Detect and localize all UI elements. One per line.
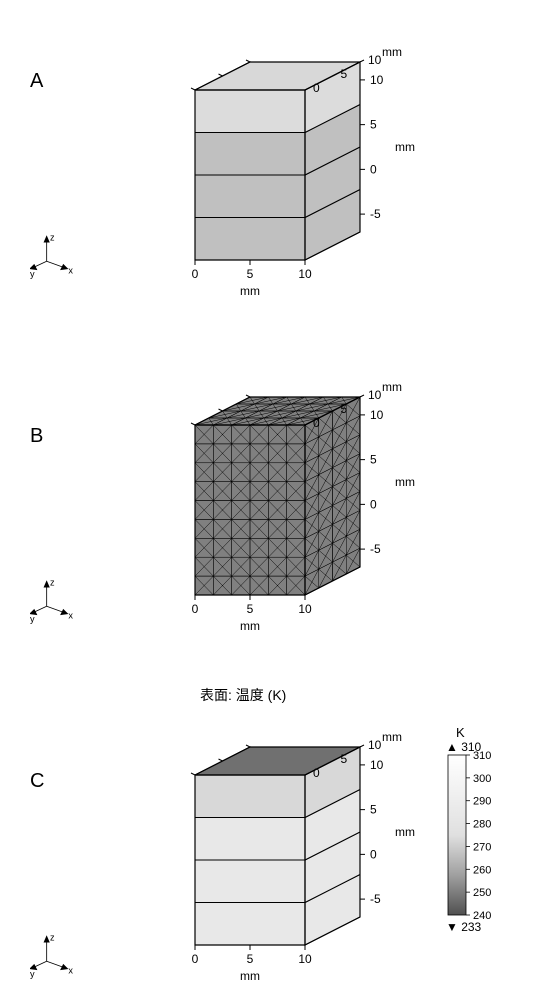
- svg-text:260: 260: [473, 864, 491, 876]
- svg-text:0: 0: [370, 847, 377, 861]
- axis-x-label: x: [68, 611, 73, 621]
- axis-indicator-a: z x y: [30, 230, 80, 280]
- svg-text:0: 0: [313, 416, 320, 430]
- svg-text:mm: mm: [395, 825, 415, 839]
- svg-text:5: 5: [247, 602, 254, 616]
- svg-text:280: 280: [473, 819, 491, 831]
- panel-a-label: A: [30, 70, 43, 93]
- svg-text:5: 5: [247, 267, 254, 281]
- axis-y-label: y: [30, 614, 35, 624]
- svg-text:0: 0: [370, 162, 377, 176]
- svg-text:10: 10: [370, 758, 384, 772]
- svg-text:0: 0: [192, 602, 199, 616]
- box-b: 0510mm0510mm-50510mm: [150, 360, 450, 650]
- colorbar: K▲ 310310300290280270260250240▼ 233: [438, 725, 528, 955]
- svg-text:10: 10: [370, 73, 384, 87]
- svg-text:mm: mm: [395, 475, 415, 489]
- svg-text:5: 5: [247, 952, 254, 966]
- svg-text:mm: mm: [240, 969, 260, 983]
- axis-z-label: z: [50, 577, 55, 587]
- svg-text:10: 10: [298, 267, 312, 281]
- svg-text:5: 5: [341, 752, 348, 766]
- svg-text:mm: mm: [240, 619, 260, 633]
- axis-indicator-c: z x y: [30, 930, 80, 980]
- svg-text:10: 10: [370, 408, 384, 422]
- svg-text:290: 290: [473, 796, 491, 808]
- box-a: 0510mm0510mm-50510mm: [150, 25, 450, 315]
- svg-text:-5: -5: [370, 542, 381, 556]
- axis-z-label: z: [50, 232, 55, 242]
- svg-text:mm: mm: [382, 380, 402, 394]
- panel-b-label: B: [30, 425, 43, 448]
- axis-y-label: y: [30, 969, 35, 979]
- axis-indicator-b: z x y: [30, 575, 80, 625]
- svg-text:10: 10: [368, 53, 382, 67]
- panel-c-label: C: [30, 770, 44, 793]
- axis-x-label: x: [68, 966, 73, 976]
- axis-y-label: y: [30, 269, 35, 279]
- svg-text:5: 5: [370, 118, 377, 132]
- svg-text:0: 0: [370, 497, 377, 511]
- svg-text:250: 250: [473, 887, 491, 899]
- svg-text:-5: -5: [370, 207, 381, 221]
- svg-text:10: 10: [368, 388, 382, 402]
- svg-text:10: 10: [298, 952, 312, 966]
- svg-text:0: 0: [192, 267, 199, 281]
- svg-text:10: 10: [368, 738, 382, 752]
- svg-text:-5: -5: [370, 892, 381, 906]
- svg-text:5: 5: [341, 402, 348, 416]
- svg-text:▼ 233: ▼ 233: [446, 920, 482, 934]
- axis-x-label: x: [68, 266, 73, 276]
- svg-text:310: 310: [473, 750, 491, 762]
- svg-text:0: 0: [192, 952, 199, 966]
- panel-c-title: 表面: 温度 (K): [200, 685, 286, 705]
- svg-text:300: 300: [473, 773, 491, 785]
- svg-text:mm: mm: [395, 140, 415, 154]
- svg-text:0: 0: [313, 766, 320, 780]
- box-c: 0510mm0510mm-50510mm: [150, 710, 450, 1000]
- svg-text:270: 270: [473, 841, 491, 853]
- axis-z-label: z: [50, 932, 55, 942]
- svg-text:K: K: [456, 725, 465, 740]
- svg-text:5: 5: [341, 67, 348, 81]
- svg-text:0: 0: [313, 81, 320, 95]
- svg-text:mm: mm: [382, 730, 402, 744]
- svg-text:5: 5: [370, 803, 377, 817]
- svg-text:10: 10: [298, 602, 312, 616]
- svg-text:mm: mm: [382, 45, 402, 59]
- svg-text:mm: mm: [240, 284, 260, 298]
- svg-text:5: 5: [370, 453, 377, 467]
